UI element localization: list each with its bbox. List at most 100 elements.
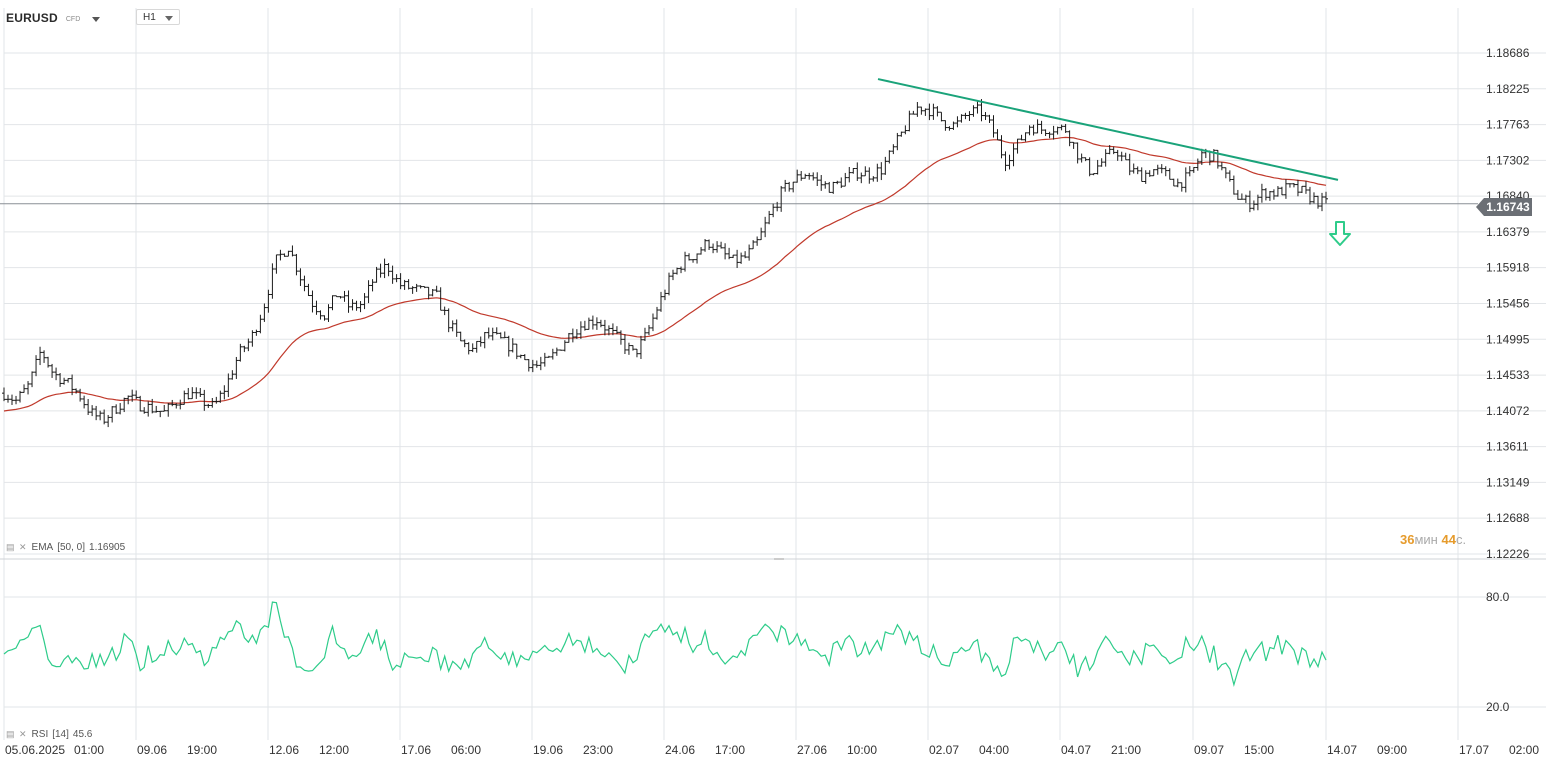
instrument-type: CFD — [65, 16, 81, 23]
ohlc-bar — [62, 377, 67, 385]
ohlc-bar — [747, 244, 752, 261]
ohlc-bar — [1067, 130, 1072, 147]
ohlc-bar — [1135, 166, 1140, 175]
ohlc-bar — [174, 403, 179, 409]
ohlc-bar — [1103, 149, 1108, 167]
ohlc-bar — [979, 99, 984, 122]
ohlc-bar — [394, 274, 399, 283]
ohlc-bar — [326, 304, 331, 322]
ohlc-bar — [398, 273, 403, 290]
ohlc-bar — [434, 285, 439, 293]
time-tick-date: 04.07 — [1061, 743, 1091, 757]
ohlc-bar — [1147, 170, 1152, 177]
ohlc-bar — [362, 293, 367, 310]
ohlc-bar — [1223, 167, 1228, 179]
ohlc-bar — [795, 169, 800, 183]
ohlc-bar — [819, 174, 824, 191]
ohlc-bar — [919, 106, 924, 115]
ohlc-bar — [1299, 185, 1304, 193]
trendline[interactable] — [877, 78, 1339, 181]
ohlc-bar — [294, 253, 299, 276]
ohlc-bar — [306, 283, 311, 297]
price-tick-label: 1.16379 — [1486, 225, 1530, 239]
ohlc-bar — [799, 171, 804, 181]
ohlc-bar — [634, 348, 639, 358]
ohlc-bar — [202, 389, 207, 411]
ohlc-bar — [154, 405, 159, 413]
arrow-shape — [1329, 221, 1351, 246]
ohlc-bar — [1271, 189, 1276, 200]
ohlc-bar — [971, 105, 976, 117]
ema-indicator-label[interactable]: ▤ ✕ EMA [50, 0] 1.16905 — [6, 542, 125, 553]
price-tick-label: 1.18686 — [1486, 46, 1530, 60]
ohlc-bar — [963, 112, 968, 120]
ema-params: [50, 0] — [57, 542, 86, 553]
ohlc-bar — [298, 268, 303, 286]
price-tick-label: 1.18225 — [1486, 82, 1530, 96]
ohlc-bar — [771, 203, 776, 218]
ohlc-bar — [719, 241, 724, 249]
ohlc-bar — [18, 390, 23, 403]
rsi-indicator-label[interactable]: ▤ ✕ RSI [14] 45.6 — [6, 729, 92, 740]
ohlc-bar — [642, 327, 647, 342]
timeframe-select[interactable]: H1 — [136, 9, 180, 25]
ema-name: EMA — [31, 542, 54, 553]
ohlc-bar — [650, 313, 655, 332]
ohlc-bar — [270, 263, 275, 299]
ohlc-bar — [1123, 152, 1128, 161]
ohlc-bar — [1111, 146, 1116, 155]
ohlc-bar — [1167, 168, 1172, 180]
time-tick-time: 17:00 — [715, 743, 745, 757]
symbol-selector[interactable]: EURUSD CFD — [6, 8, 101, 28]
ohlc-bar — [811, 172, 816, 181]
ohlc-bar — [899, 131, 904, 137]
indicator-menu-icon[interactable]: ▤ ✕ — [6, 729, 28, 739]
ohlc-bar — [406, 279, 411, 290]
ohlc-bar — [470, 343, 475, 353]
ohlc-bar — [246, 338, 251, 352]
ohlc-bar — [554, 347, 559, 356]
ohlc-bar — [570, 328, 575, 343]
ohlc-bar — [58, 373, 63, 387]
ohlc-bar — [366, 280, 371, 304]
ohlc-bar — [418, 285, 423, 289]
ohlc-bar — [983, 112, 988, 120]
ohlc-bar — [735, 249, 740, 268]
ohlc-bar — [122, 397, 127, 413]
ohlc-bar — [450, 320, 455, 332]
price-tick-label: 1.14072 — [1486, 404, 1530, 418]
ohlc-bar — [907, 110, 912, 132]
ohlc-bar — [466, 342, 471, 355]
time-tick-time: 19:00 — [187, 743, 217, 757]
ohlc-bar — [903, 125, 908, 135]
ohlc-bar — [1239, 193, 1244, 200]
ohlc-bar — [430, 289, 435, 297]
ohlc-bar — [386, 263, 391, 277]
ohlc-bar — [382, 258, 387, 279]
ohlc-bar — [598, 319, 603, 328]
ohlc-bar — [646, 325, 651, 336]
ohlc-bar — [835, 180, 840, 185]
symbol-name: EURUSD — [6, 11, 58, 25]
ohlc-bar — [1099, 158, 1104, 167]
indicator-menu-icon[interactable]: ▤ ✕ — [6, 542, 28, 552]
ohlc-bar — [462, 339, 467, 348]
ohlc-bar — [90, 405, 95, 417]
ohlc-bar — [695, 253, 700, 264]
ohlc-bar — [314, 300, 319, 315]
ohlc-bar — [1211, 149, 1216, 162]
ohlc-bar — [282, 253, 287, 257]
ohlc-bar — [767, 210, 772, 225]
time-tick-time: 23:00 — [583, 743, 613, 757]
ohlc-bar — [863, 166, 868, 177]
ohlc-bar — [50, 363, 55, 378]
ohlc-bar — [895, 132, 900, 151]
ohlc-bar — [526, 359, 531, 372]
ohlc-bar — [130, 389, 135, 402]
rsi-level-label: 80.0 — [1486, 590, 1510, 604]
ohlc-bar — [158, 410, 163, 418]
ohlc-bar — [534, 360, 539, 368]
axes: 1.186861.182251.177631.173021.168401.163… — [5, 46, 1539, 757]
ohlc-bar — [891, 144, 896, 155]
